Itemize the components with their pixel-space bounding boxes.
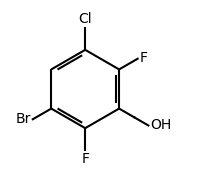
- Text: OH: OH: [150, 119, 171, 132]
- Text: F: F: [140, 51, 148, 65]
- Text: Br: Br: [15, 112, 31, 126]
- Text: Cl: Cl: [78, 12, 92, 26]
- Text: F: F: [81, 152, 89, 166]
